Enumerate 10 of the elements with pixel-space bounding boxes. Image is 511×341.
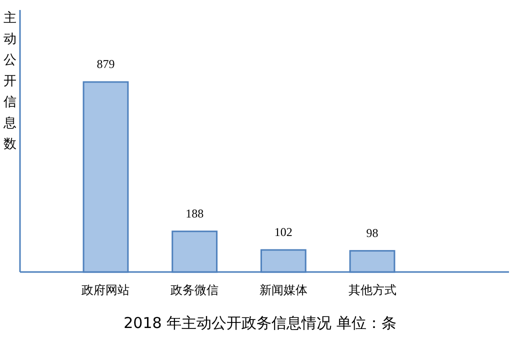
x-tick-label: 政务微信	[170, 283, 219, 297]
text: 2018 年主动公开政务信息情况 单位：条	[124, 314, 396, 332]
data-label: 879	[96, 57, 115, 71]
data-label: 98	[366, 226, 378, 240]
y-axis-title: 主动公开信息数	[2, 10, 16, 152]
data-label: 102	[274, 224, 292, 239]
x-tick-label: 新闻媒体	[259, 283, 308, 297]
x-tick-label: 其他方式	[348, 283, 396, 297]
x-tick-label: 政府网站	[82, 283, 130, 297]
data-label: 188	[186, 206, 204, 220]
